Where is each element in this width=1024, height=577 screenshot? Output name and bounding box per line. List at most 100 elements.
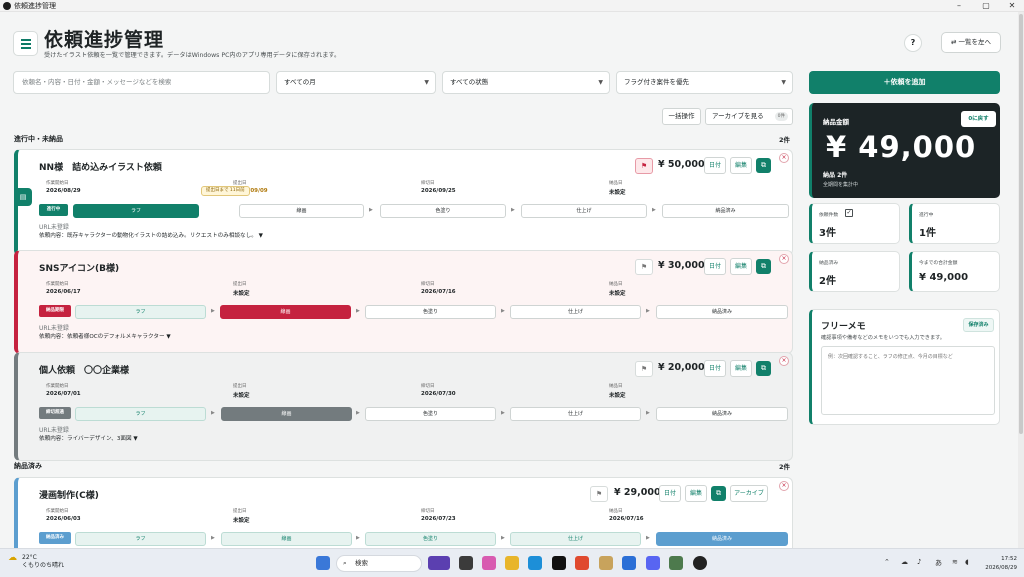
step-finishing[interactable]: 仕上げ xyxy=(510,532,641,546)
help-button[interactable]: ? xyxy=(904,34,922,52)
arrow-icon: ▶ xyxy=(369,207,373,213)
copy-icon[interactable]: ⧉ xyxy=(756,158,771,173)
chrome-icon[interactable] xyxy=(575,556,589,570)
request-card[interactable]: 個人依頼 〇〇企業様 ⚑ ¥ 20,000 日付 編集 ⧉ × 作業開始日 20… xyxy=(14,352,793,461)
step-lineart[interactable]: 線画 xyxy=(221,407,352,421)
copy-icon[interactable]: ⧉ xyxy=(711,486,726,501)
discord-icon[interactable] xyxy=(646,556,660,570)
window-title: 依頼進捗管理 xyxy=(14,2,56,10)
month-select[interactable]: すべての月 ▼ xyxy=(276,71,436,94)
copy-icon[interactable]: ⧉ xyxy=(756,259,771,274)
step-finishing[interactable]: 仕上げ xyxy=(521,204,647,218)
section-title-delivered: 納品済み xyxy=(14,462,42,470)
card-content[interactable]: 依頼内容：依頼者様OCのデフォルメキャラクター ▼ xyxy=(39,334,171,340)
search-input[interactable]: 依頼名・内容・日付・金額・メッセージなどを検索 xyxy=(13,71,270,94)
close-window-icon[interactable]: ✕ xyxy=(1008,1,1016,10)
request-card[interactable]: SNSアイコン(B様) ⚑ ¥ 30,000 日付 編集 ⧉ × 作業開始日 2… xyxy=(14,250,793,354)
memo-icon[interactable]: ▤ xyxy=(14,188,32,206)
language-icon[interactable]: あ xyxy=(935,559,942,567)
start-date: 2026/08/29 xyxy=(46,188,81,194)
step-coloring[interactable]: 色塗り xyxy=(380,204,506,218)
status-select[interactable]: すべての状態 ▼ xyxy=(442,71,610,94)
close-icon[interactable]: × xyxy=(779,153,789,163)
microphone-icon[interactable]: ♪ xyxy=(917,558,922,566)
app-icon-green[interactable] xyxy=(669,556,683,570)
hamburger-menu-button[interactable] xyxy=(13,31,38,56)
deadline-label: 締切日 xyxy=(421,384,435,389)
bulk-action-button[interactable]: 一括操作 xyxy=(662,108,701,125)
memo-saved-button[interactable]: 保存済み xyxy=(963,318,994,332)
list-left-button[interactable]: ⇄ 一覧を左へ xyxy=(941,32,1001,53)
step-finishing[interactable]: 仕上げ xyxy=(510,407,641,421)
date-button[interactable]: 日付 xyxy=(704,157,726,174)
step-rough[interactable]: ラフ xyxy=(75,532,206,546)
date-button[interactable]: 日付 xyxy=(704,360,726,377)
task-view-icon[interactable] xyxy=(459,556,473,570)
taskbar-search[interactable]: ⌕ 検索 xyxy=(336,555,422,572)
maximize-icon[interactable]: ▢ xyxy=(982,1,990,10)
flag-icon[interactable]: ⚑ xyxy=(635,259,653,275)
step-delivered[interactable]: 納品済み xyxy=(656,407,788,421)
step-coloring[interactable]: 色塗り xyxy=(365,305,496,319)
step-rough[interactable]: ラフ xyxy=(73,204,199,218)
step-rough[interactable]: ラフ xyxy=(75,407,206,421)
file-explorer-icon[interactable] xyxy=(505,556,519,570)
edge-icon[interactable] xyxy=(528,556,542,570)
copy-icon[interactable]: ⧉ xyxy=(756,361,771,376)
step-coloring[interactable]: 色塗り xyxy=(365,532,496,546)
deadline-label: 締切日 xyxy=(421,181,435,186)
step-lineart[interactable]: 線画 xyxy=(220,305,351,319)
close-icon[interactable]: × xyxy=(779,481,789,491)
date-button[interactable]: 日付 xyxy=(659,485,681,502)
edit-button[interactable]: 編集 xyxy=(685,485,707,502)
store-icon[interactable] xyxy=(622,556,636,570)
request-card[interactable]: 漫画制作(C様) ⚑ ¥ 29,000 日付 編集 ⧉ アーカイブ × 作業開始… xyxy=(14,477,793,548)
step-lineart[interactable]: 線画 xyxy=(221,532,352,546)
flag-icon[interactable]: ⚑ xyxy=(635,158,653,174)
arrow-icon: ▶ xyxy=(511,207,515,213)
step-finishing[interactable]: 仕上げ xyxy=(510,305,641,319)
close-icon[interactable]: × xyxy=(779,356,789,366)
scrollbar[interactable] xyxy=(1018,12,1024,548)
edit-button[interactable]: 編集 xyxy=(730,360,752,377)
close-icon[interactable]: × xyxy=(779,254,789,264)
step-delivered[interactable]: 納品済み xyxy=(662,204,789,218)
card-content[interactable]: 依頼内容：既存キャラクターの動物化イラストの詰め込み。リクエストのみ相談なし。 … xyxy=(39,233,263,239)
copilot-icon[interactable] xyxy=(482,556,496,570)
step-coloring[interactable]: 色塗り xyxy=(365,407,496,421)
url-status: URL未登録 xyxy=(39,325,69,332)
chevron-up-icon[interactable]: ⌃ xyxy=(884,558,890,566)
flag-icon[interactable]: ⚑ xyxy=(590,486,608,502)
add-request-button[interactable]: ＋依頼を追加 xyxy=(809,71,1000,94)
step-rough[interactable]: ラフ xyxy=(75,305,206,319)
flag-sort-select[interactable]: フラグ付き案件を優先 ▼ xyxy=(616,71,793,94)
date-button[interactable]: 日付 xyxy=(704,258,726,275)
widget-icon[interactable] xyxy=(428,556,450,570)
checkbox-icon[interactable]: ✓ xyxy=(845,209,853,217)
step-lineart[interactable]: 線画 xyxy=(239,204,364,218)
weather-widget[interactable]: ☁ 22°C くもりのち晴れ xyxy=(8,554,64,570)
archive-button[interactable]: アーカイブ xyxy=(730,485,768,502)
edit-button[interactable]: 編集 xyxy=(730,157,752,174)
progress-app-icon[interactable] xyxy=(693,556,707,570)
volume-icon[interactable]: ◖ xyxy=(965,558,969,566)
edit-button[interactable]: 編集 xyxy=(730,258,752,275)
arrow-icon: ▶ xyxy=(646,535,650,541)
reset-button[interactable]: 0に戻す xyxy=(961,111,996,127)
memo-title: フリーメモ xyxy=(821,322,866,332)
start-icon[interactable] xyxy=(316,556,330,570)
step-delivered[interactable]: 納品済み xyxy=(656,532,788,546)
step-delivered[interactable]: 納品済み xyxy=(656,305,788,319)
memo-textarea[interactable] xyxy=(821,346,995,415)
view-archive-button[interactable]: アーカイブを見る 0件 xyxy=(705,108,793,125)
scrollbar-thumb[interactable] xyxy=(1019,14,1023,434)
notepad-icon[interactable] xyxy=(599,556,613,570)
onedrive-icon[interactable]: ☁ xyxy=(901,558,908,566)
flag-icon[interactable]: ⚑ xyxy=(635,361,653,377)
clock[interactable]: 17:52 2026/08/29 xyxy=(979,555,1017,573)
x-icon[interactable] xyxy=(552,556,566,570)
request-card[interactable]: NN様 詰め込みイラスト依頼 ⚑ ¥ 50,000 日付 編集 ⧉ × 作業開始… xyxy=(14,149,793,256)
wifi-icon[interactable]: ≋ xyxy=(952,558,958,566)
card-content[interactable]: 依頼内容：ライバーデザイン、3面図 ▼ xyxy=(39,436,138,442)
minimize-icon[interactable]: – xyxy=(957,1,961,10)
